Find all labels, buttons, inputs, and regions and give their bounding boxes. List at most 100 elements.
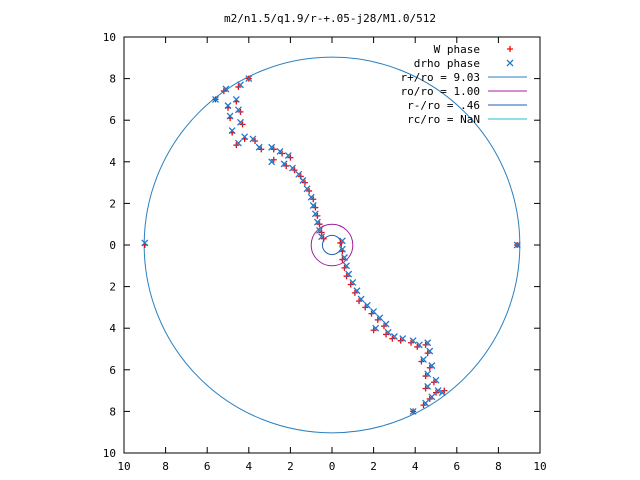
legend-marker — [506, 59, 514, 67]
x-tick-label: 4 — [245, 460, 252, 473]
data-point — [222, 85, 230, 93]
data-point — [303, 185, 311, 193]
legend-label: r-/ro = .46 — [407, 99, 480, 112]
data-point — [424, 370, 432, 378]
data-point — [234, 139, 242, 147]
data-point — [424, 339, 432, 347]
data-point — [363, 301, 371, 309]
y-tick-label: 10 — [103, 447, 116, 460]
data-point — [268, 143, 276, 151]
data-point — [434, 387, 442, 395]
y-tick-label: 8 — [109, 73, 116, 86]
data-point — [349, 278, 357, 286]
data-point — [237, 81, 244, 89]
data-point — [284, 152, 292, 160]
data-point — [409, 337, 417, 345]
data-point — [237, 118, 244, 126]
x-tick-label: 6 — [204, 460, 211, 473]
legend-label: ro/ro = 1.00 — [401, 85, 480, 98]
data-point — [289, 164, 296, 172]
x-tick-label: 8 — [162, 460, 169, 473]
y-tick-label: 2 — [109, 281, 116, 294]
data-point — [399, 335, 407, 343]
data-point — [234, 106, 242, 114]
data-point — [428, 393, 436, 401]
phase-points — [141, 75, 521, 415]
data-point — [343, 262, 351, 270]
data-point — [313, 218, 321, 226]
data-point — [438, 389, 446, 397]
y-tick-label: 4 — [109, 156, 116, 169]
y-tick-label: 2 — [109, 197, 116, 210]
data-point — [353, 287, 361, 295]
circle-r-ro — [321, 234, 343, 256]
legend-label: drho phase — [414, 57, 480, 70]
data-point — [428, 362, 436, 370]
x-tick-label: 8 — [495, 460, 502, 473]
data-point — [382, 320, 390, 328]
data-point — [245, 75, 253, 83]
data-point — [384, 328, 392, 336]
data-point — [307, 193, 315, 201]
legend-label: r+/ro = 9.03 — [401, 71, 480, 84]
data-point — [249, 135, 257, 143]
x-tick-label: 6 — [453, 460, 460, 473]
data-point — [299, 177, 307, 184]
data-point — [422, 399, 430, 407]
data-point — [432, 376, 440, 384]
y-tick-label: 10 — [103, 31, 116, 44]
data-point — [309, 202, 317, 209]
data-point — [426, 347, 434, 355]
data-point — [280, 160, 288, 168]
data-point — [409, 407, 417, 415]
data-point — [513, 241, 521, 249]
data-point — [268, 158, 276, 166]
y-tick-label: 0 — [109, 239, 116, 252]
y-tick-label: 8 — [109, 405, 116, 418]
data-point — [255, 143, 263, 151]
data-point — [226, 112, 234, 120]
data-point — [376, 314, 384, 322]
data-point — [232, 95, 240, 103]
chart-title: m2/n1.5/q1.9/r-+.05-j28/M1.0/512 — [224, 12, 436, 25]
data-point — [415, 341, 423, 349]
data-point — [212, 95, 219, 103]
series-w-phase — [141, 75, 521, 415]
data-point — [370, 308, 378, 316]
x-tick-label: 10 — [533, 460, 546, 473]
data-point — [345, 270, 353, 278]
data-point — [141, 239, 149, 247]
y-tick-label: 6 — [109, 364, 116, 377]
x-tick-label: 0 — [329, 460, 336, 473]
x-tick-label: 2 — [287, 460, 294, 473]
data-point — [424, 382, 432, 390]
x-tick-label: 4 — [412, 460, 419, 473]
legend-label: W phase — [434, 43, 480, 56]
data-point — [311, 210, 319, 218]
data-point — [357, 295, 365, 303]
data-point — [338, 237, 346, 245]
data-point — [318, 233, 326, 241]
data-point — [420, 355, 427, 363]
circle-ro-ro — [310, 223, 354, 267]
data-point — [338, 245, 346, 253]
y-tick-label: 4 — [109, 322, 116, 335]
data-point — [224, 102, 232, 110]
data-point — [228, 127, 236, 135]
data-point — [241, 133, 249, 141]
data-point — [276, 147, 284, 155]
data-point — [316, 226, 323, 234]
data-point — [341, 254, 348, 261]
x-tick-label: 10 — [117, 460, 130, 473]
data-point — [372, 324, 380, 332]
data-point — [390, 333, 398, 340]
y-tick-label: 6 — [109, 114, 116, 127]
series-drho-phase — [141, 75, 521, 415]
x-tick-label: 2 — [370, 460, 377, 473]
legend-label: rc/ro = NaN — [407, 113, 480, 126]
legend-marker — [507, 46, 513, 52]
data-point — [295, 170, 303, 178]
